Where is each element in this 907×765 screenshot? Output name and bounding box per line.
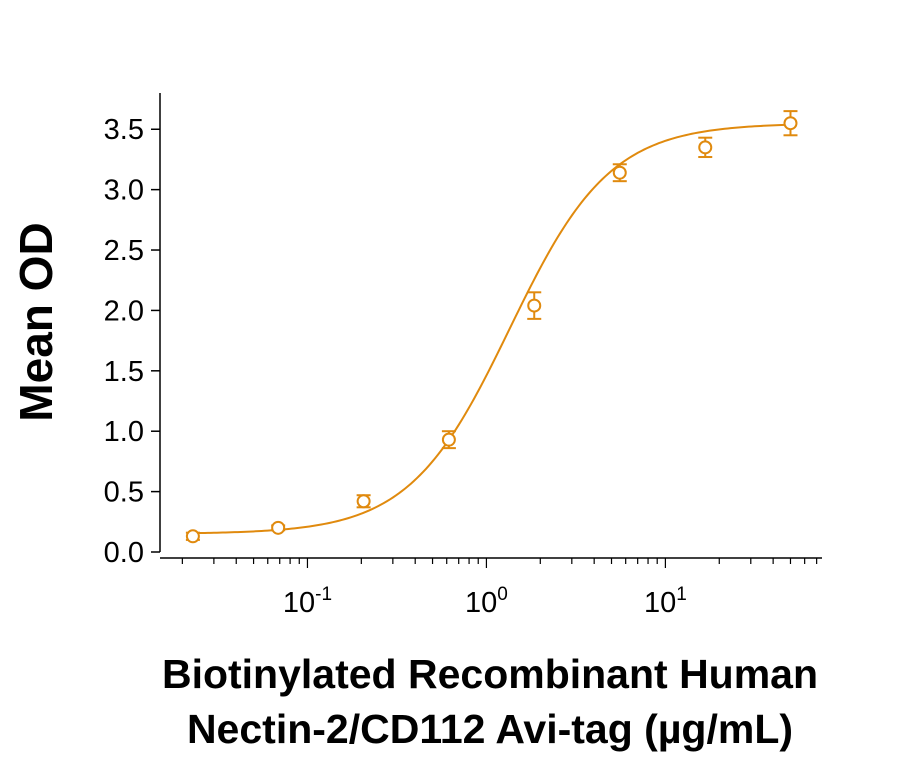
y-tick-label: 0.0	[104, 537, 144, 569]
x-tick-label: 100	[465, 584, 508, 619]
data-marker	[441, 432, 456, 447]
data-point	[441, 430, 456, 450]
data-marker	[783, 116, 798, 131]
data-marker	[698, 140, 713, 155]
x-axis-title-line-2: Nectin-2/CD112 Avi-tag (µg/mL)	[187, 706, 793, 752]
data-marker	[612, 165, 627, 180]
y-axis: 0.0 0.5 1.0 1.5 2.0 2.5 3.0 3.5	[104, 93, 161, 569]
y-tick-label: 1.0	[104, 416, 144, 448]
data-point	[356, 494, 371, 509]
data-marker	[356, 494, 371, 509]
data-marker	[271, 520, 286, 535]
data-point	[612, 163, 627, 183]
y-tick-label: 0.5	[104, 477, 144, 509]
x-axis-title-line-1: Biotinylated Recombinant Human	[162, 651, 818, 697]
y-tick-label: 3.0	[104, 175, 144, 207]
data-point	[185, 529, 200, 544]
data-marker	[527, 298, 542, 313]
data-point	[698, 136, 713, 159]
fit-curve	[192, 123, 791, 535]
plot-area	[185, 110, 798, 544]
data-point	[783, 110, 798, 137]
y-tick-label: 2.0	[104, 295, 144, 327]
x-tick-label: 10-1	[283, 584, 332, 619]
y-tick-label: 3.5	[104, 114, 144, 146]
data-marker	[185, 529, 200, 544]
y-tick-label: 1.5	[104, 356, 144, 388]
x-axis: 10-1 100 101	[160, 557, 822, 619]
data-point	[271, 520, 286, 535]
x-tick-label: 101	[644, 584, 687, 619]
data-point	[527, 291, 542, 320]
y-tick-label: 2.5	[104, 235, 144, 267]
y-axis-title: Mean OD	[10, 222, 62, 421]
